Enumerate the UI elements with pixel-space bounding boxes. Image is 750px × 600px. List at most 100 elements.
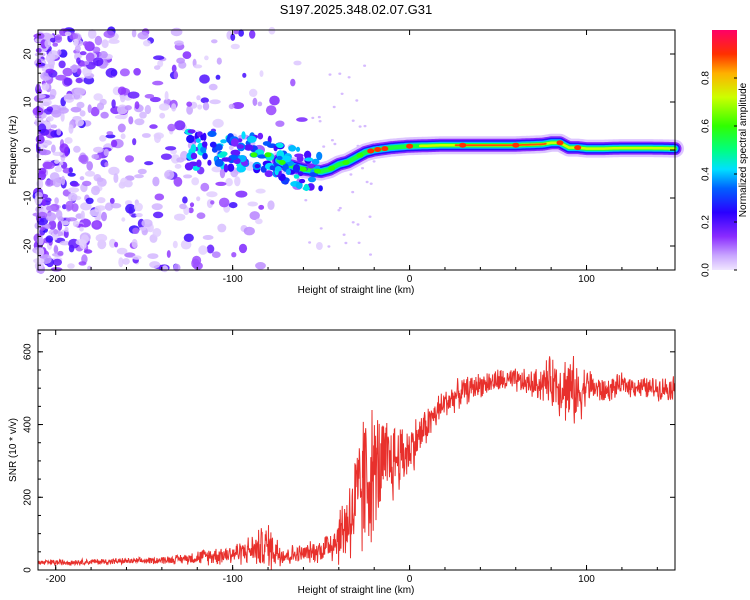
noise-blob [149,96,161,103]
ridge-blob [223,163,229,173]
noise-blob [116,247,128,255]
ridge-blob [184,162,194,171]
noise-blob [137,31,149,40]
noise-blob [122,258,130,265]
x-tick-label: -200 [46,274,66,285]
noise-blob [152,211,164,219]
noise-blob [232,102,244,109]
ridge-hotspot [328,165,336,171]
noise-blob [67,187,80,193]
ridge-hotspot [406,143,414,149]
noise-blob [147,253,159,259]
noise-blob [333,142,337,146]
noise-blob [238,29,245,37]
noise-blob [125,203,136,214]
y-tick-label: 400 [23,416,34,433]
noise-blob [218,197,230,208]
noise-blob [152,80,164,86]
ridge-blob [307,163,315,169]
ridge-blob [257,132,264,140]
ridge-blob [304,150,312,160]
noise-blob [45,68,55,74]
noise-blob [75,77,83,84]
noise-blob [53,229,58,235]
ridge-blob [276,155,283,161]
noise-blob [365,180,369,184]
noise-blob [127,91,140,99]
noise-blob [79,51,87,56]
noise-blob [179,203,187,210]
noise-blob [45,212,57,222]
noise-blob [63,93,75,103]
noise-blob [204,55,209,61]
ridge-hotspot [574,145,582,151]
noise-blob [75,118,85,127]
ridge-blob [215,144,223,151]
noise-blob [152,228,162,237]
noise-blob [33,258,45,264]
noise-blob [249,211,260,221]
noise-blob [72,33,79,39]
noise-blob [85,52,95,63]
y-tick-label: 0 [23,147,34,153]
noise-blob [351,119,355,122]
noise-blob [191,258,200,269]
noise-blob [211,39,218,44]
noise-blob [171,103,177,112]
ridge-hotspot [512,142,520,148]
ridge-hotspot [356,152,364,158]
ridge-blob [295,181,303,189]
ridge-hotspot [299,166,307,172]
noise-blob [99,51,108,59]
noise-blob [54,159,60,164]
noise-blob [55,74,67,81]
noise-blob [45,179,54,187]
noise-blob [132,138,137,146]
y-tick-label: 0 [23,567,34,573]
noise-blob [41,198,46,207]
x-tick-label: 100 [578,574,595,585]
ridge-blob [221,157,232,162]
noise-blob [63,230,69,238]
ridge-core [454,142,547,147]
noise-blob [52,177,62,188]
noise-blob [65,217,78,222]
noise-blob [219,168,226,179]
noise-blob [49,37,57,43]
noise-blob [225,178,233,187]
noise-blob [200,182,210,192]
noise-blob [231,252,237,258]
spectrogram-x-ticks: -200 -100 0 100 [46,30,658,285]
noise-blob [35,134,45,144]
ridge-blob [274,166,282,172]
snr-x-axis-label: Height of straight line (km) [298,585,415,596]
ridge-hotspot [250,152,258,158]
noise-blob [174,213,186,221]
ridge-hotspot [459,142,467,148]
noise-blob [206,244,215,254]
noise-blob [209,99,221,105]
noise-blob [357,241,361,244]
noise-blob [101,39,109,49]
colorbar-gradient [712,30,737,270]
ridge-blob [311,158,320,165]
ridge-hotspot [367,148,375,154]
noise-blob [296,117,308,122]
noise-blob [79,110,86,117]
x-tick-label: 0 [407,574,413,585]
noise-blob [84,60,90,66]
noise-blob [259,70,264,77]
noise-blob [247,201,258,207]
ridge-blob [244,144,254,151]
noise-blob [96,177,104,183]
noise-blob [59,143,69,153]
ridge-hotspot [556,140,564,146]
colorbar-ticks: 0.0 0.2 0.4 0.6 0.8 [701,71,737,277]
noise-blob [182,196,188,204]
noise-blob [216,57,222,65]
noise-blob [369,253,372,256]
noise-blob [113,173,119,184]
ridge-blob [264,170,273,178]
noise-blob [234,176,241,187]
